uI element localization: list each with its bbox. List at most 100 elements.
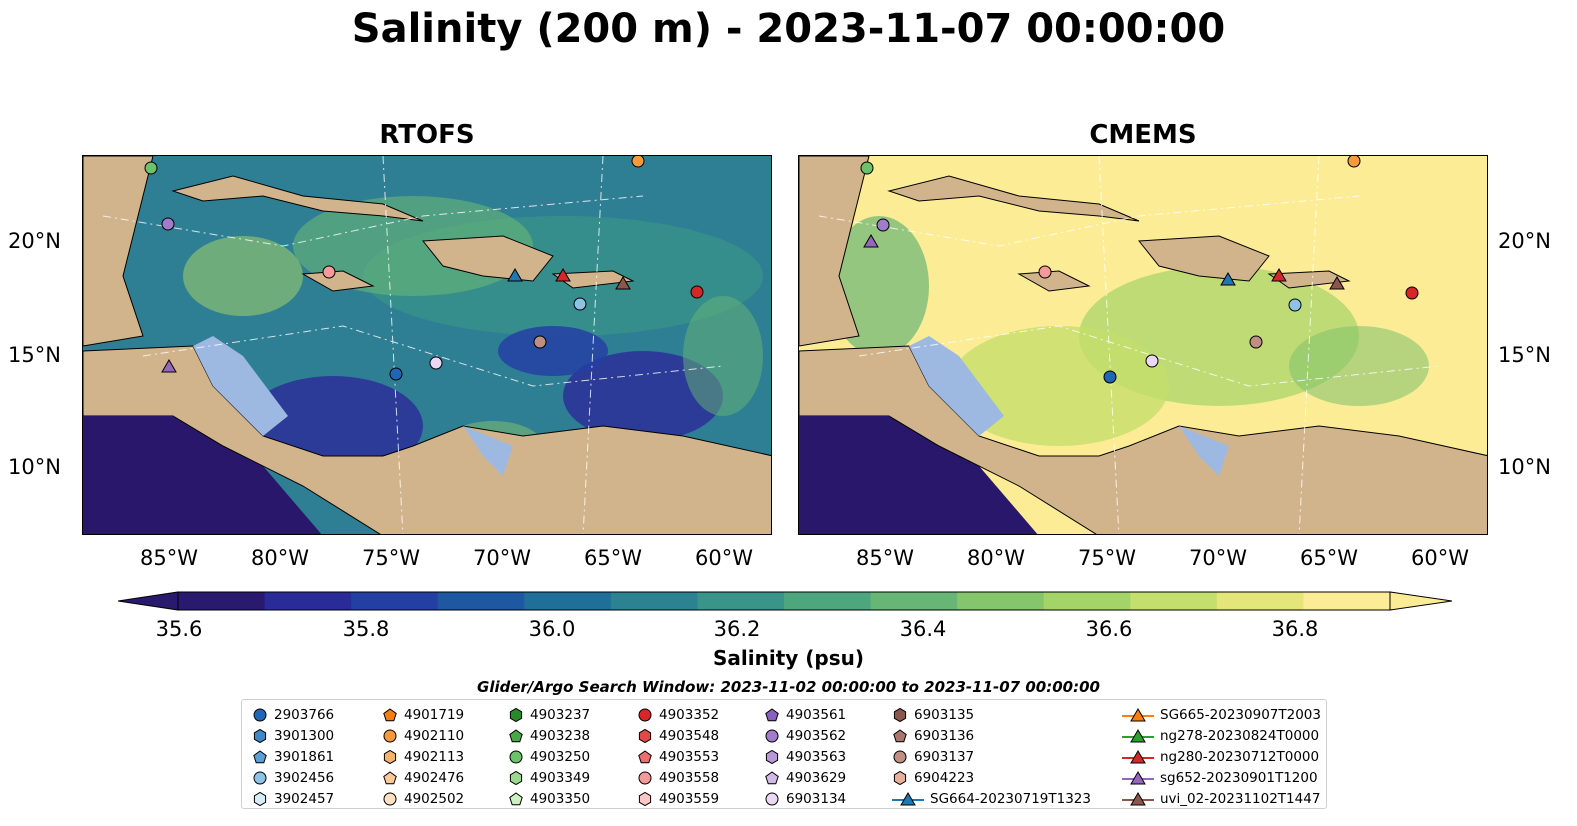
legend-item: 4903237 xyxy=(508,704,590,725)
legend-label: 4903352 xyxy=(659,706,720,723)
hexagon-marker-icon xyxy=(765,749,779,764)
legend-item: 4902476 xyxy=(382,767,464,788)
colorbar-tick-label: 36.2 xyxy=(713,617,761,641)
legend-label: 4902502 xyxy=(404,790,465,807)
lon-tick-label: 85°W xyxy=(856,546,914,570)
triangle-line-marker-icon xyxy=(1122,770,1154,784)
legend-item: 6903135 xyxy=(892,704,1091,725)
circle-marker-icon xyxy=(765,792,779,805)
colorbar-cell xyxy=(1130,592,1218,610)
circle-marker-icon xyxy=(383,729,397,742)
colorbar-cell xyxy=(784,592,872,610)
colorbar-ticks: 35.6 35.8 36.0 36.2 36.4 36.6 36.8 xyxy=(0,617,1577,645)
legend-item: 4902502 xyxy=(382,788,464,809)
legend-label: 4903238 xyxy=(530,727,591,744)
pentagon-marker-icon xyxy=(893,728,907,742)
legend-label: 4903559 xyxy=(659,790,720,807)
legend-item: 4903561 xyxy=(764,704,846,725)
legend-label: ng280-20230712T0000 xyxy=(1160,748,1320,765)
figure-title: Salinity (200 m) - 2023-11-07 00:00:00 xyxy=(351,6,1226,52)
legend-label: 6903136 xyxy=(914,727,975,744)
pentagon-marker-icon xyxy=(253,749,267,763)
hexagon-marker-icon xyxy=(383,749,397,764)
colorbar-cell xyxy=(437,592,525,610)
triangle-line-marker-icon xyxy=(1122,728,1154,742)
pentagon-marker-icon xyxy=(383,770,397,784)
lon-tick-label: 70°W xyxy=(473,546,531,570)
circle-marker-icon xyxy=(253,771,267,784)
legend-item: 6904223 xyxy=(892,767,1091,788)
circle-marker-icon xyxy=(893,750,907,763)
pentagon-marker-icon xyxy=(765,707,779,721)
colorbar-tick-label: 35.8 xyxy=(342,617,390,641)
legend-label: 4902110 xyxy=(404,727,465,744)
legend-label: 3902457 xyxy=(274,790,335,807)
pentagon-marker-icon xyxy=(509,728,523,742)
lon-tick-label: 75°W xyxy=(362,546,420,570)
lat-axis-left: 20°N 15°N 10°N xyxy=(8,155,78,535)
legend-label: 4903563 xyxy=(786,748,847,765)
lat-tick-label: 10°N xyxy=(1498,455,1551,479)
triangle-line-marker-icon xyxy=(1122,707,1154,721)
lat-axis-right: 20°N 15°N 10°N xyxy=(1498,155,1568,535)
legend-label: 4903558 xyxy=(659,769,720,786)
legend-item: 4903559 xyxy=(637,788,719,809)
legend-label: 3902456 xyxy=(274,769,335,786)
triangle-line-marker-icon xyxy=(1122,749,1154,763)
legend-label: 4903237 xyxy=(530,706,591,723)
colorbar-cell xyxy=(178,592,266,610)
lon-tick-label: 60°W xyxy=(695,546,753,570)
legend-label: 3901300 xyxy=(274,727,335,744)
legend-item: SG665-20230907T2003 xyxy=(1122,704,1321,725)
legend-label: 4903562 xyxy=(786,727,847,744)
cmems-map xyxy=(798,155,1488,535)
colorbar-cell xyxy=(697,592,785,610)
legend-item: 2903766 xyxy=(252,704,334,725)
colorbar-cell xyxy=(1043,592,1131,610)
hexagon-marker-icon xyxy=(253,791,267,806)
legend-label: 4903561 xyxy=(786,706,847,723)
legend-item: 3902457 xyxy=(252,788,334,809)
legend-item: 3901861 xyxy=(252,746,334,767)
colorbar-cell xyxy=(610,592,698,610)
legend-item: 4903350 xyxy=(508,788,590,809)
circle-marker-icon xyxy=(765,729,779,742)
pentagon-marker-icon xyxy=(383,707,397,721)
legend-item: uvi_02-20231102T1447 xyxy=(1122,788,1321,809)
legend-item: 4903238 xyxy=(508,725,590,746)
legend-column: SG665-20230907T2003 ng278-20230824T0000 ng… xyxy=(1122,704,1321,809)
legend-item: 4903349 xyxy=(508,767,590,788)
legend-item: ng280-20230712T0000 xyxy=(1122,746,1321,767)
legend-label: 4902476 xyxy=(404,769,465,786)
lon-tick-label: 85°W xyxy=(140,546,198,570)
legend-label: 4903349 xyxy=(530,769,591,786)
triangle-line-marker-icon xyxy=(1122,791,1154,805)
legend: 2903766 3901300 3901861 3902456 3902457 4901… xyxy=(241,699,1327,809)
legend-item: 3901300 xyxy=(252,725,334,746)
legend-column: 4903237 4903238 4903250 4903349 4903350 xyxy=(508,704,590,809)
legend-item: 3902456 xyxy=(252,767,334,788)
lon-tick-label: 60°W xyxy=(1411,546,1469,570)
lat-tick-label: 15°N xyxy=(8,343,61,367)
legend-label: 4901719 xyxy=(404,706,465,723)
legend-item: 4903553 xyxy=(637,746,719,767)
legend-column: 4903561 4903562 4903563 4903629 6903134 xyxy=(764,704,846,809)
hexagon-marker-icon xyxy=(893,770,907,785)
lat-tick-label: 15°N xyxy=(1498,343,1551,367)
search-window-text: Glider/Argo Search Window: 2023-11-02 00… xyxy=(477,678,1100,696)
legend-item: 4903562 xyxy=(764,725,846,746)
hexagon-marker-icon xyxy=(638,728,652,743)
lon-tick-label: 70°W xyxy=(1189,546,1247,570)
legend-item: 6903137 xyxy=(892,746,1091,767)
legend-item: SG664-20230719T1323 xyxy=(892,788,1091,809)
lon-tick-label: 80°W xyxy=(967,546,1025,570)
legend-label: sg652-20230901T1200 xyxy=(1160,769,1318,786)
legend-label: 3901861 xyxy=(274,748,335,765)
colorbar xyxy=(118,591,1452,611)
lon-tick-label: 65°W xyxy=(584,546,642,570)
hexagon-marker-icon xyxy=(893,707,907,722)
colorbar-under-arrow xyxy=(118,591,179,611)
colorbar-tick-label: 36.6 xyxy=(1085,617,1133,641)
hexagon-marker-icon xyxy=(509,770,523,785)
legend-label: SG664-20230719T1323 xyxy=(930,790,1091,807)
